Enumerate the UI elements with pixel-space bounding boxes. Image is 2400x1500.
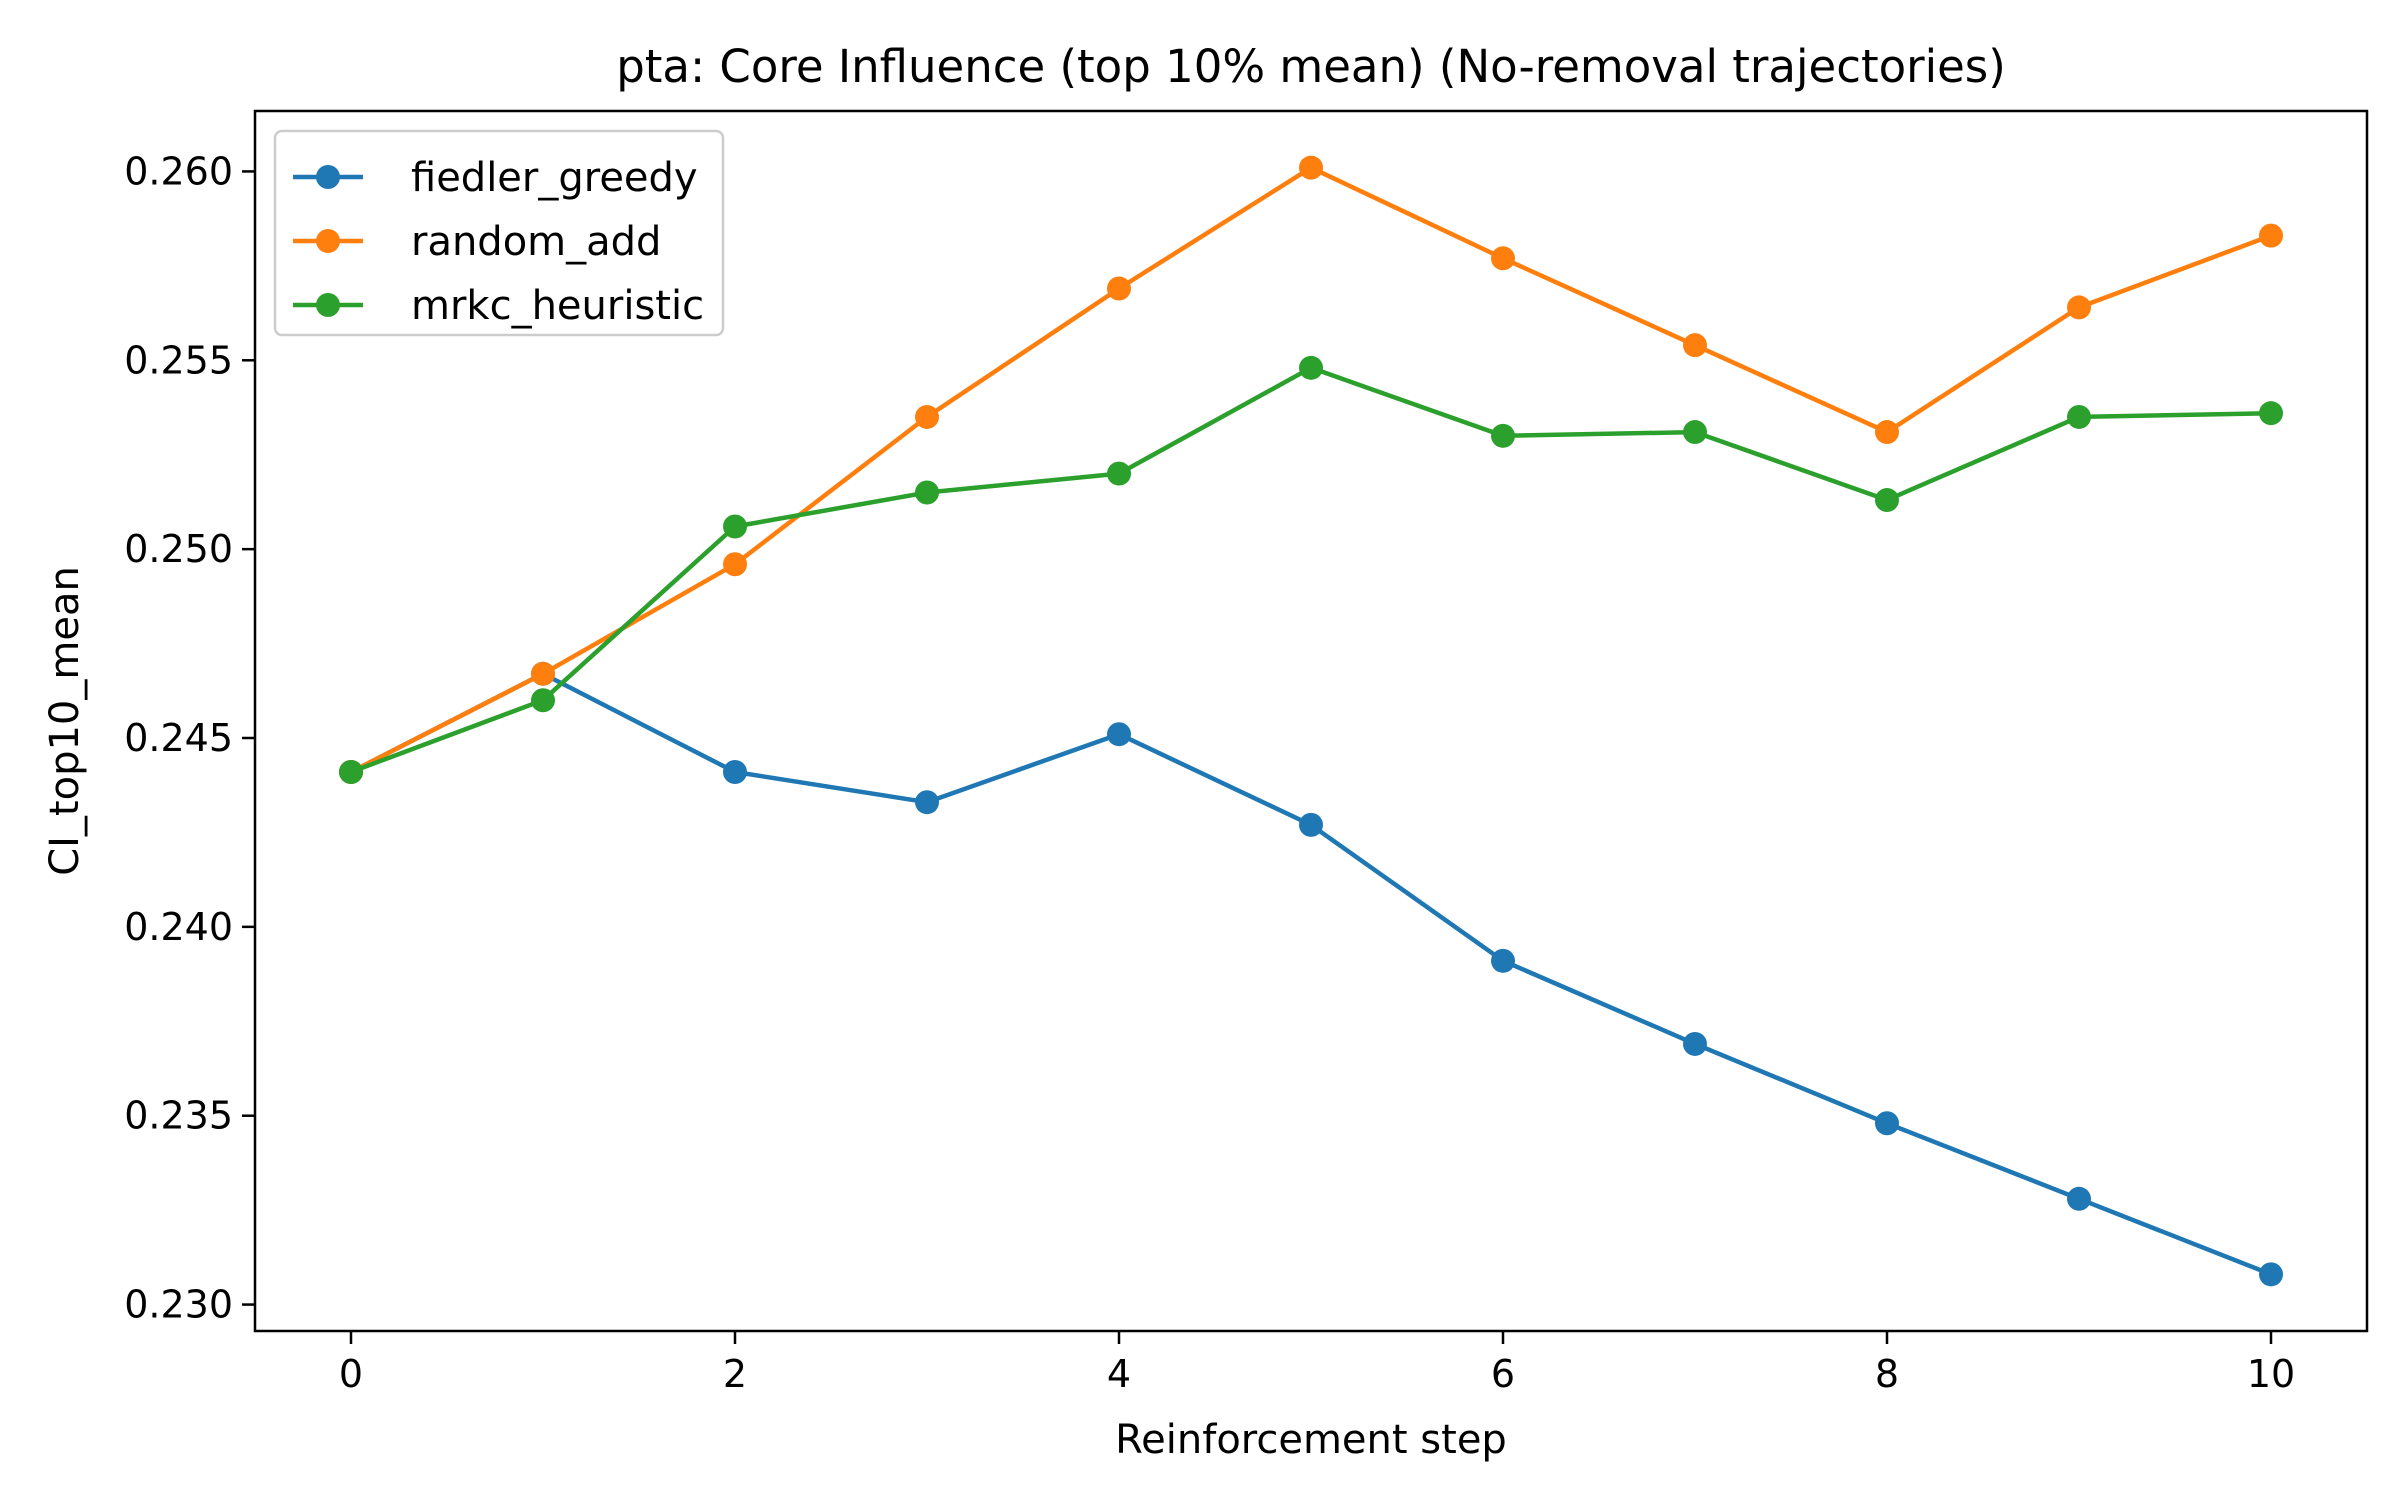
legend-label: random_add <box>411 219 661 265</box>
y-tick-label: 0.260 <box>124 149 233 193</box>
x-tick-label: 10 <box>2247 1352 2295 1396</box>
data-point <box>1299 155 1323 180</box>
data-point <box>1491 423 1515 448</box>
data-point <box>1683 333 1707 358</box>
plot-frame <box>253 109 2369 1333</box>
data-point <box>1107 722 1131 747</box>
legend-box <box>273 129 725 337</box>
data-point <box>531 688 555 713</box>
x-axis-label: Reinforcement step <box>1115 1417 1507 1463</box>
data-point <box>915 480 939 505</box>
chart-title: pta: Core Influence (top 10% mean) (No-r… <box>616 40 2006 93</box>
data-point <box>1875 1111 1899 1136</box>
data-point <box>2067 1186 2091 1211</box>
data-point <box>2259 401 2283 426</box>
series-mrkc_heuristic <box>339 355 2283 784</box>
legend-item: random_add <box>293 219 661 265</box>
legend-swatch-marker <box>316 165 340 189</box>
data-point <box>2259 223 2283 248</box>
data-point <box>1683 1031 1707 1056</box>
y-tick-label: 0.235 <box>124 1094 233 1138</box>
x-axis: 0 2 4 6 8 10 <box>339 1331 2295 1396</box>
legend-item: fiedler_greedy <box>293 155 698 201</box>
data-point <box>1299 812 1323 837</box>
y-tick-label: 0.245 <box>124 716 233 760</box>
y-tick-label: 0.240 <box>124 905 233 949</box>
data-point <box>1875 420 1899 445</box>
x-tick-label: 4 <box>1107 1352 1131 1396</box>
data-point <box>339 759 363 784</box>
legend-swatch-marker <box>316 229 340 253</box>
y-axis: 0.230 0.235 0.240 0.245 0.250 0.255 0.260 <box>124 149 255 1327</box>
data-point <box>2067 295 2091 320</box>
data-point <box>915 404 939 429</box>
data-point <box>1107 276 1131 301</box>
data-point <box>1299 355 1323 380</box>
data-point <box>915 790 939 815</box>
data-point <box>1491 948 1515 973</box>
y-axis-label: CI_top10_mean <box>42 566 88 876</box>
data-point <box>1107 461 1131 486</box>
legend-swatch-marker <box>316 293 340 317</box>
legend: fiedler_greedy random_add mrkc_heuristic <box>273 129 725 337</box>
y-tick-label: 0.250 <box>124 527 233 571</box>
legend-label: fiedler_greedy <box>411 155 698 201</box>
data-point <box>723 514 747 539</box>
data-point <box>1875 488 1899 513</box>
legend-label: mrkc_heuristic <box>411 283 704 329</box>
x-tick-label: 2 <box>723 1352 747 1396</box>
y-tick-label: 0.255 <box>124 338 233 382</box>
data-point <box>531 661 555 686</box>
series-layer <box>339 155 2283 1287</box>
data-point <box>1683 420 1707 445</box>
data-point <box>1491 246 1515 271</box>
data-point <box>723 552 747 577</box>
y-tick-label: 0.230 <box>124 1283 233 1327</box>
x-tick-label: 6 <box>1491 1352 1515 1396</box>
data-point <box>2259 1262 2283 1287</box>
data-point <box>723 759 747 784</box>
data-point <box>2067 404 2091 429</box>
legend-item: mrkc_heuristic <box>293 283 704 329</box>
x-tick-label: 8 <box>1875 1352 1899 1396</box>
x-tick-label: 0 <box>339 1352 363 1396</box>
